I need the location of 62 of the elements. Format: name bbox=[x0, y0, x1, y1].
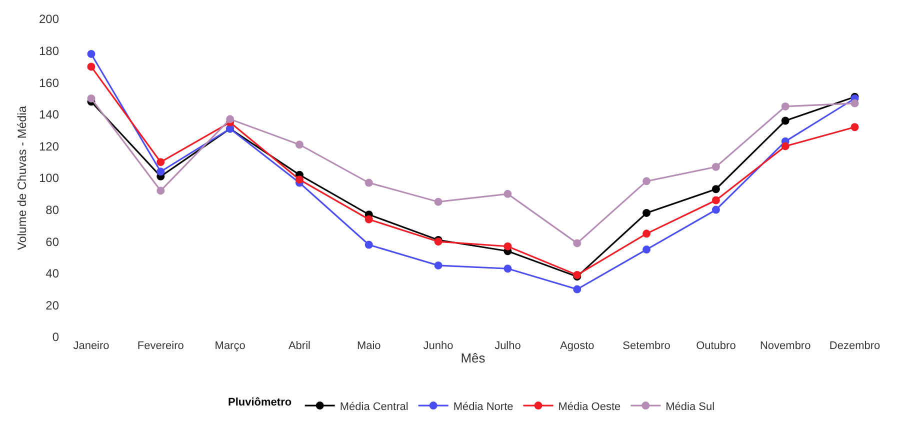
point bbox=[295, 140, 304, 149]
point bbox=[642, 246, 651, 254]
x-tick-label: Junho bbox=[423, 340, 454, 352]
y-tick-label: 180 bbox=[38, 44, 60, 58]
x-tick-label: Abril bbox=[288, 340, 310, 352]
point bbox=[434, 261, 442, 270]
point bbox=[364, 240, 373, 249]
point bbox=[364, 215, 373, 224]
x-tick-label: Agosto bbox=[560, 340, 594, 352]
point bbox=[156, 186, 165, 195]
point bbox=[573, 239, 582, 248]
point bbox=[642, 177, 651, 186]
point bbox=[642, 208, 651, 217]
x-tick-label: Setembro bbox=[622, 340, 670, 352]
point bbox=[781, 116, 790, 125]
point bbox=[642, 230, 651, 238]
y-axis-title: Volume de Chuvas - Média bbox=[15, 106, 29, 250]
point bbox=[573, 285, 582, 294]
y-tick-label: 40 bbox=[46, 266, 60, 281]
x-tick-label: Março bbox=[214, 340, 246, 352]
legend-label: Média Norte bbox=[453, 400, 514, 413]
x-tick-label: Julho bbox=[494, 340, 521, 352]
point bbox=[504, 190, 512, 198]
y-tick-label: 140 bbox=[38, 108, 60, 122]
x-tick-label: Novembro bbox=[760, 340, 811, 352]
point bbox=[712, 196, 720, 204]
x-tick-label: Dezembro bbox=[829, 340, 880, 352]
y-tick-label: 120 bbox=[38, 139, 60, 154]
point bbox=[226, 115, 234, 124]
x-tick-label: Maio bbox=[356, 340, 381, 352]
point bbox=[712, 206, 720, 214]
point bbox=[87, 50, 96, 58]
y-tick-label: 80 bbox=[46, 203, 60, 217]
point bbox=[87, 94, 96, 102]
point bbox=[781, 102, 790, 110]
point bbox=[781, 142, 790, 150]
point bbox=[504, 264, 512, 273]
legend-label: Média Sul bbox=[666, 400, 715, 413]
point bbox=[156, 168, 165, 176]
point bbox=[87, 62, 96, 71]
point bbox=[850, 99, 859, 108]
x-tick-label: Fevereiro bbox=[137, 340, 184, 352]
x-axis-title: Mês bbox=[460, 350, 486, 366]
y-tick-label: 200 bbox=[38, 12, 60, 26]
point bbox=[850, 123, 859, 132]
y-tick-label: 60 bbox=[46, 234, 60, 249]
point bbox=[156, 158, 165, 166]
y-tick-label: 100 bbox=[38, 171, 60, 186]
x-tick-label: Outubro bbox=[696, 340, 736, 352]
legend-label: Média Central bbox=[340, 400, 408, 413]
y-tick-label: 0 bbox=[52, 330, 60, 344]
point bbox=[712, 185, 720, 194]
point bbox=[712, 162, 720, 171]
point bbox=[434, 198, 442, 206]
point bbox=[364, 178, 373, 187]
x-tick-label: Janeiro bbox=[73, 340, 110, 352]
point bbox=[504, 242, 512, 250]
y-tick-label: 160 bbox=[38, 76, 60, 90]
y-tick-label: 20 bbox=[46, 298, 60, 312]
point bbox=[295, 176, 304, 184]
legend-title: Pluviômetro bbox=[228, 396, 292, 408]
legend-label: Média Oeste bbox=[558, 400, 621, 413]
